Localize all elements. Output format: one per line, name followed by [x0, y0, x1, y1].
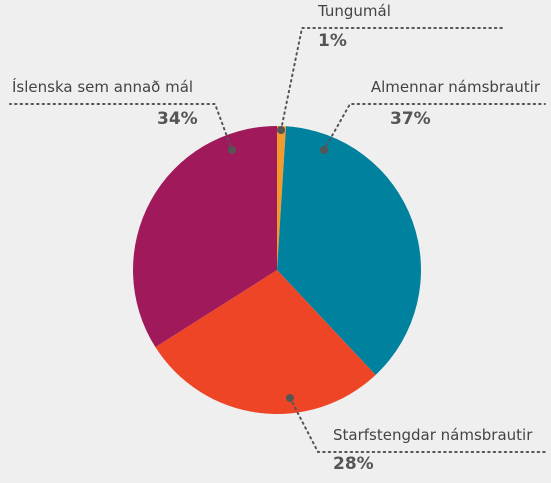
- legend-label: Tungumál: [317, 2, 391, 20]
- legend-label: Almennar námsbrautir: [371, 78, 541, 96]
- pie-slice: [155, 270, 376, 414]
- pie-slice: [277, 126, 287, 270]
- leader-line: [289, 397, 546, 453]
- leader-line: [9, 103, 233, 151]
- leader-line: [323, 103, 546, 151]
- leader-dot: [228, 146, 236, 154]
- data-label: 1%: [318, 31, 347, 51]
- leader-dot: [286, 394, 294, 402]
- data-label: 37%: [390, 109, 431, 129]
- pie-slice: [132, 126, 277, 348]
- leader-line: [280, 27, 506, 131]
- pie-slice: [277, 126, 422, 375]
- leader-dot: [277, 126, 285, 134]
- legend-label: Íslenska sem annað mál: [12, 77, 193, 96]
- data-label: 34%: [157, 109, 198, 129]
- leader-dot: [320, 146, 328, 154]
- data-label: 28%: [333, 454, 374, 474]
- legend-label: Starfstengdar námsbrautir: [333, 426, 533, 444]
